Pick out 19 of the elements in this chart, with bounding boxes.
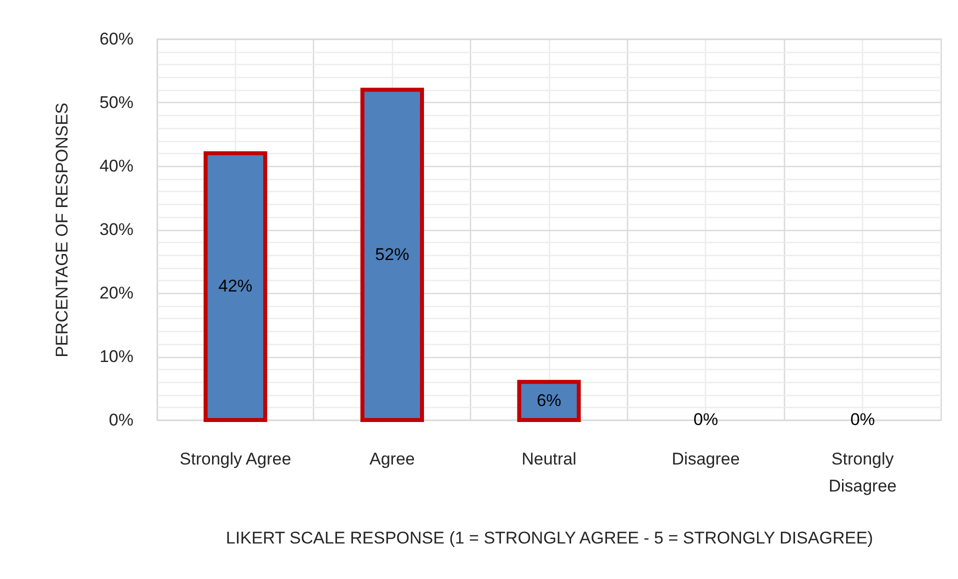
y-tick-label: 60% [99,30,134,48]
y-axis-title: PERCENTAGE OF RESPONSES [52,102,72,358]
y-tick-label: 50% [99,93,134,112]
data-label: 42% [218,276,252,296]
x-tick-label: Neutral [522,450,576,468]
data-label: 0% [850,410,875,429]
x-tick-label: Agree [370,450,415,468]
y-tick-label: 0% [108,410,134,430]
data-label: 6% [536,390,562,410]
x-axis-title: LIKERT SCALE RESPONSE (1 = STRONGLY AGREE - 5 = STRONGLY DISAGREE) [226,528,874,548]
data-label: 52% [375,244,410,264]
x-tick-label: Disagree [672,450,740,468]
y-tick-label: 20% [99,284,134,302]
y-tick-label: 40% [99,156,134,176]
data-label: 0% [694,410,718,429]
y-tick-label: 10% [99,347,134,366]
x-tick-label: Strongly Agree [180,450,292,468]
x-tick-label: Strongly Disagree [828,450,897,496]
y-tick-label: 30% [99,220,134,239]
